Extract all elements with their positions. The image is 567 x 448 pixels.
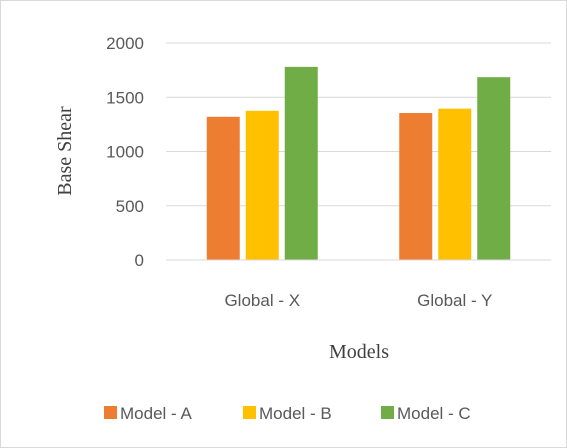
bar-model-b-1 bbox=[438, 108, 472, 260]
legend-swatch bbox=[104, 406, 117, 419]
x-axis-title: Models bbox=[329, 341, 389, 363]
y-axis-title: Base Shear bbox=[54, 106, 76, 196]
bar-model-c-0 bbox=[284, 66, 318, 261]
y-tick-label: 1000 bbox=[106, 143, 144, 162]
bar-model-b-0 bbox=[245, 110, 279, 260]
legend-swatch bbox=[381, 406, 394, 419]
bar-model-a-0 bbox=[206, 116, 240, 260]
x-axis-categories: Global - X Global - Y bbox=[224, 291, 492, 310]
y-tick-label: 2000 bbox=[106, 34, 144, 53]
legend-swatch bbox=[243, 406, 256, 419]
bars bbox=[206, 66, 511, 261]
y-tick-label: 1500 bbox=[106, 88, 144, 107]
y-tick-label: 500 bbox=[116, 197, 144, 216]
x-category-label: Global - X bbox=[224, 291, 300, 310]
x-category-label: Global - Y bbox=[417, 291, 492, 310]
legend-label: Model - C bbox=[397, 404, 471, 423]
y-tick-label: 0 bbox=[135, 251, 144, 270]
bar-model-c-1 bbox=[477, 77, 511, 261]
legend-label: Model - A bbox=[120, 404, 192, 423]
bar-model-a-1 bbox=[399, 112, 433, 260]
legend-label: Model - B bbox=[259, 404, 332, 423]
legend: Model - A Model - B Model - C bbox=[104, 404, 471, 423]
y-axis-ticks: 0 500 1000 1500 2000 bbox=[106, 34, 144, 270]
